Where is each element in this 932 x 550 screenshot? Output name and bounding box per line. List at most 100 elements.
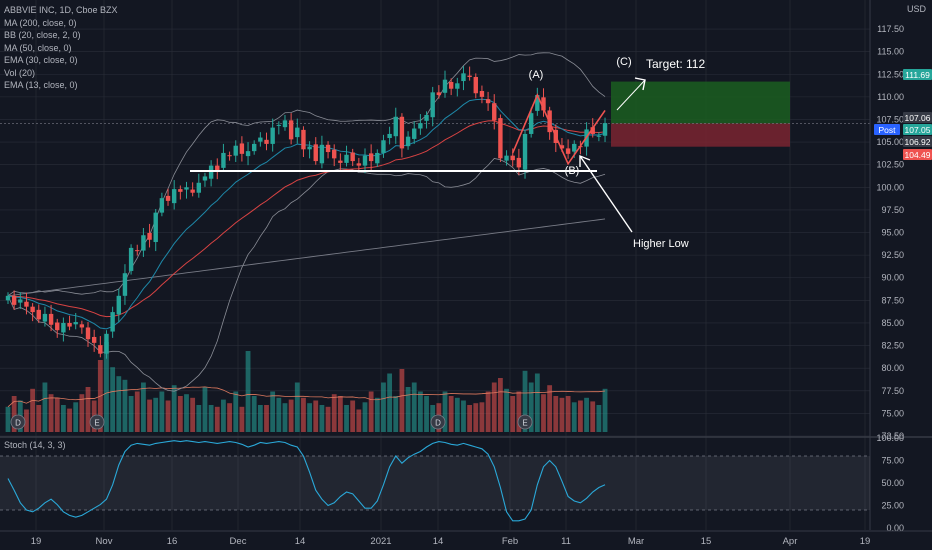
legend-indicator: BB (20, close, 2, 0): [4, 30, 81, 40]
candle-body: [110, 312, 115, 332]
candle-body: [307, 146, 312, 150]
candle-body: [196, 182, 202, 193]
candle-body: [215, 165, 220, 171]
candle-body: [85, 327, 91, 340]
higher-low-arrow-shaft: [579, 155, 633, 233]
candle-body: [42, 313, 48, 322]
time-tick-label: 14: [295, 536, 306, 547]
candle-body: [565, 148, 571, 154]
legend-indicator: EMA (13, close, 0): [4, 80, 78, 90]
candle-body: [541, 97, 546, 111]
candle-body: [30, 306, 35, 313]
candle-body: [153, 212, 158, 243]
volume-bar: [454, 397, 460, 432]
volume-bar: [270, 391, 276, 432]
candle-body: [202, 176, 208, 181]
candle-body: [356, 163, 362, 166]
volume-bar: [411, 382, 417, 432]
candle-body: [596, 135, 602, 137]
candle-body: [473, 76, 478, 94]
candle-body: [510, 155, 515, 161]
event-marker-label: E: [522, 419, 527, 428]
price-tag: [903, 149, 932, 160]
candle-body: [165, 195, 171, 201]
volume-bar: [590, 401, 596, 432]
candle-body: [535, 95, 540, 111]
candle-body: [344, 154, 349, 163]
price-tick-label: 112.50: [877, 69, 904, 79]
candle-body: [184, 187, 189, 190]
candlesticks: [5, 66, 608, 359]
time-tick-label: Feb: [502, 536, 518, 547]
price-tick-label: 92.50: [881, 250, 904, 260]
price-axis[interactable]: 117.50 115.00 112.50 110.00 107.50 105.00 102.…: [869, 0, 932, 530]
price-tag: [903, 124, 932, 135]
volume-bar: [516, 391, 522, 432]
candle-body: [288, 120, 294, 140]
volume-bar: [479, 402, 485, 432]
legend-title: ABBVIE INC, 1D, Cboe BZX: [4, 5, 118, 15]
candle-body: [301, 129, 306, 150]
price-tick-label: 97.50: [881, 205, 904, 215]
candle-body: [159, 198, 165, 213]
price-tick-label: 110.00: [877, 92, 904, 102]
volume-bar: [325, 406, 331, 432]
candle-body: [36, 309, 41, 320]
volume-bar: [122, 379, 128, 432]
target-arrow-head: [634, 77, 646, 91]
price-tick-label: 85.00: [881, 318, 904, 328]
volume-bar: [381, 382, 386, 432]
volume-bar: [584, 397, 589, 432]
volume-bar: [36, 405, 42, 432]
chart-drawings: (A) (B) (C) Target: 112 Higher Low D E D E: [10, 56, 705, 430]
candle-body: [104, 333, 109, 354]
stoch-tick-label: 25.00: [881, 501, 904, 511]
candle-body: [98, 345, 103, 354]
time-axis[interactable]: 19 Nov 16 Dec 14 2021 14 Feb 11 Mar 15 Apr 19: [0, 530, 932, 550]
candle-body: [147, 232, 152, 240]
volume-bar: [307, 403, 312, 432]
ema13-line: [7, 98, 606, 330]
higher-low-label: Higher Low: [633, 238, 689, 250]
candle-body: [141, 235, 146, 251]
candle-body: [276, 124, 282, 126]
volume-bar: [387, 373, 393, 432]
candle-body: [48, 313, 54, 325]
price-tick-label: 117.50: [877, 24, 904, 34]
volume-bar: [473, 403, 479, 432]
stoch-band: [0, 456, 870, 510]
legend-indicator: MA (50, close, 0): [4, 42, 72, 53]
price-tag: [874, 124, 900, 135]
stoch-tick-label: 100.00: [876, 433, 904, 443]
price-tick-label: 107.50: [876, 114, 904, 124]
price-tag-label: 111.69: [905, 70, 930, 80]
candle-body: [122, 273, 128, 296]
candle-body: [442, 79, 448, 93]
candle-body: [430, 92, 435, 118]
candle-body: [264, 139, 269, 144]
volume-bar: [48, 394, 54, 432]
volume-bar: [245, 351, 251, 432]
candle-body: [436, 92, 442, 96]
candle-body: [522, 133, 528, 170]
candle-body: [270, 127, 275, 144]
event-marker: [89, 414, 105, 430]
volume-bar: [565, 396, 571, 432]
candle-body: [602, 123, 608, 136]
candle-body: [492, 103, 497, 121]
candle-body: [393, 116, 398, 137]
volume-bar: [534, 373, 540, 432]
volume-bar: [11, 396, 17, 432]
volume-bar: [42, 382, 48, 432]
candle-body: [350, 152, 355, 162]
volume-bar: [510, 396, 516, 432]
point-b-label: (B): [565, 165, 580, 177]
volume-bar: [448, 396, 454, 432]
stoch-tick-label: 50.00: [881, 478, 904, 488]
candle-body: [61, 322, 66, 333]
currency-label: USD: [906, 4, 926, 14]
volume-bars: [5, 342, 608, 432]
volume-bar: [288, 399, 294, 432]
candle-body: [504, 155, 509, 161]
